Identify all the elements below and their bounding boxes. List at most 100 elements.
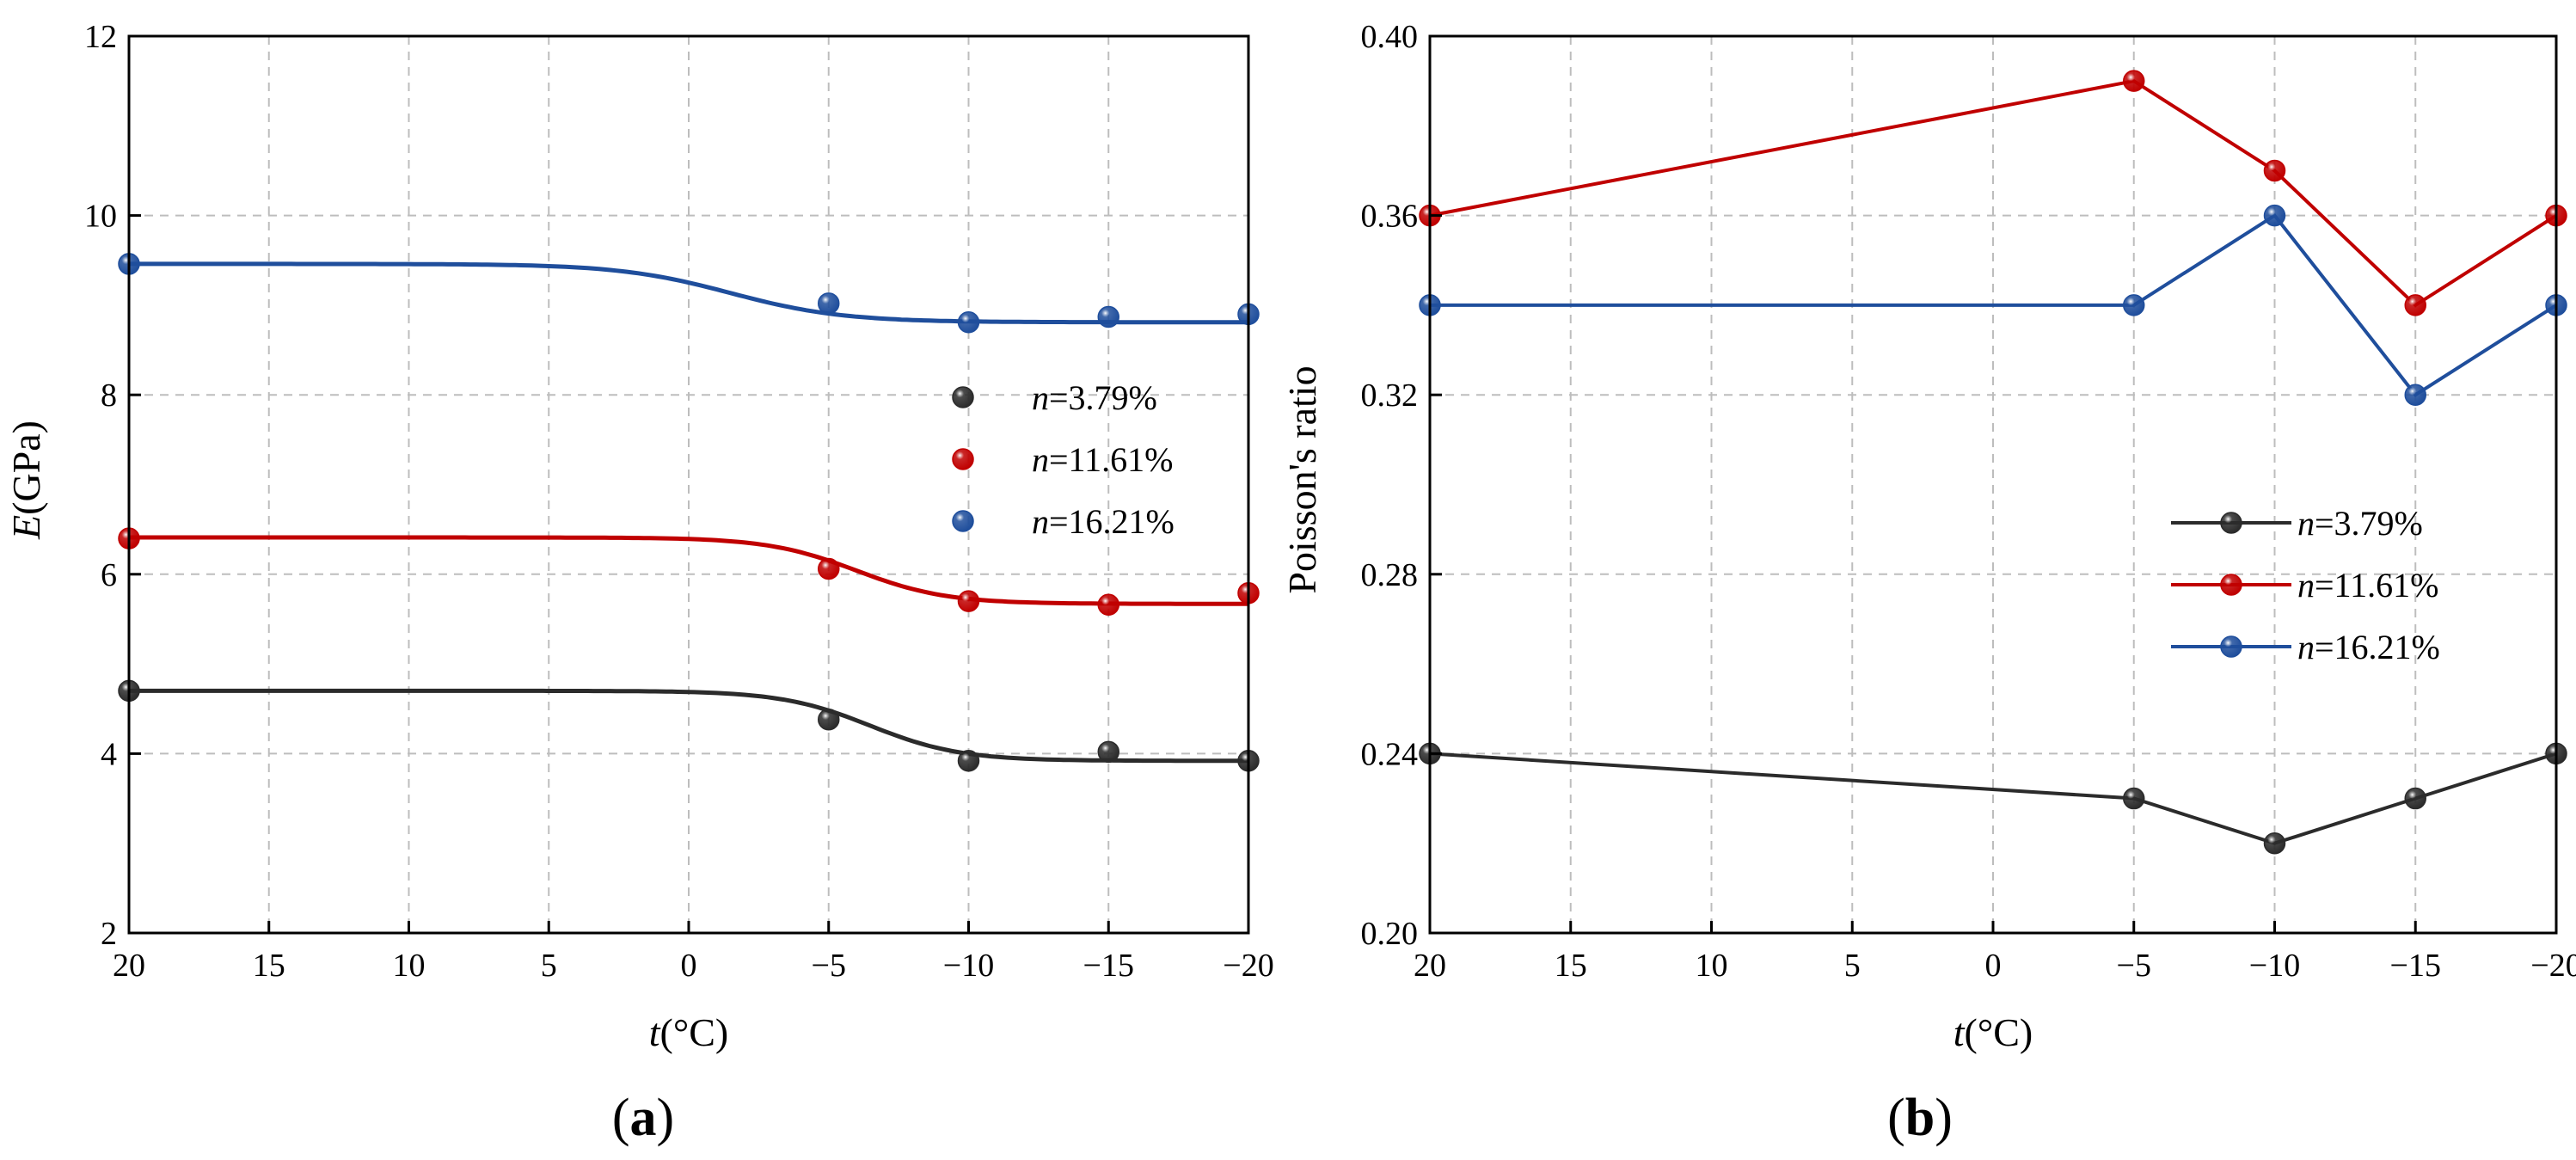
legend-value: =16.21% [1049, 502, 1175, 541]
panel-label-b-close: ) [1935, 1089, 1953, 1147]
y-tick-label: 6 [101, 557, 117, 593]
legend-var: n [1032, 502, 1049, 541]
x-tick-label: −20 [2530, 948, 2576, 984]
panel-label-a-open: ( [612, 1089, 630, 1147]
legend-label-3: n=16.21% [2297, 628, 2440, 666]
y-tick-label: 2 [101, 916, 117, 952]
grid-b [1430, 36, 2556, 933]
legend-var: n [2297, 504, 2315, 543]
x-axis-unit-b: (°C) [1965, 1010, 2033, 1054]
fit-curves-a [129, 261, 1248, 764]
legend-value: =3.79% [2315, 504, 2423, 543]
data-point-series-3 [818, 292, 840, 315]
fit-curve-series-1 [129, 688, 1248, 764]
legend-marker-2 [2220, 574, 2242, 596]
legend-marker-1 [2220, 512, 2242, 534]
x-tick-label: 0 [1985, 948, 2002, 984]
x-axis-var-a: t [649, 1010, 661, 1054]
y-tick-label: 0.20 [1361, 916, 1419, 952]
y-axis-var-a: E [4, 515, 48, 540]
legend-a: n=3.79%n=11.61%n=16.21% [952, 378, 1175, 541]
legend-marker-3 [952, 510, 974, 532]
y-tick-label: 4 [101, 736, 117, 772]
legend-value: =11.61% [1049, 440, 1173, 479]
y-axis-unit-a: (GPa) [4, 420, 48, 515]
legend-b: n=3.79%n=11.61%n=16.21% [2171, 504, 2440, 666]
legend-value: =11.61% [2315, 566, 2438, 605]
data-point-series-1 [2404, 787, 2426, 810]
legend-var: n [2297, 628, 2315, 666]
x-axis-unit-a: (°C) [660, 1010, 729, 1054]
data-point-series-1 [957, 749, 980, 772]
ticks-a: 20 15 10 5 0 −5 −10 −15 −20 2 4 6 8 10 12 [84, 19, 1274, 984]
data-point-series-1 [1097, 740, 1119, 764]
x-tick-label: 20 [113, 948, 145, 984]
x-tick-label: 5 [541, 948, 557, 984]
data-point-series-3 [2404, 384, 2426, 406]
panel-label-a: (a) [612, 1089, 674, 1147]
y-tick-label: 0.36 [1361, 199, 1419, 235]
x-tick-label: 0 [681, 948, 697, 984]
y-tick-label: 12 [84, 19, 117, 55]
legend-value: =3.79% [1049, 378, 1157, 417]
x-axis-title-b: t(°C) [1953, 1010, 2033, 1054]
data-point-series-3 [1097, 305, 1119, 328]
legend-label-2: n=11.61% [2297, 566, 2438, 605]
x-tick-label: −5 [2117, 948, 2151, 984]
x-tick-label: −15 [2390, 948, 2441, 984]
y-tick-label: 0.28 [1361, 557, 1419, 593]
x-tick-label: 20 [1414, 948, 1446, 984]
x-tick-label: 10 [393, 948, 426, 984]
ticks-b: 20 15 10 5 0 −5 −10 −15 −20 0.20 0.24 0.28 0.32 0.36 0… [1361, 19, 2576, 984]
data-point-series-2 [2263, 159, 2286, 182]
fit-curve-series-2 [129, 535, 1248, 606]
x-tick-label: −10 [943, 948, 994, 984]
x-tick-label: −10 [2249, 948, 2300, 984]
data-point-series-3 [957, 310, 980, 334]
y-axis-title-a: E(GPa) [4, 420, 48, 540]
x-tick-label: 15 [253, 948, 285, 984]
legend-var: n [1032, 440, 1049, 479]
data-point-series-1 [2263, 832, 2286, 855]
legend-label-3: n=16.21% [1032, 502, 1175, 541]
data-point-series-2 [957, 590, 980, 612]
data-point-series-3 [2123, 294, 2145, 316]
legend-marker-2 [952, 448, 974, 470]
data-point-series-2 [2123, 70, 2145, 92]
grid-a [129, 36, 1248, 933]
legend-label-1: n=3.79% [2297, 504, 2423, 543]
x-tick-label: −15 [1083, 948, 1134, 984]
y-tick-label: 0.32 [1361, 377, 1419, 414]
data-point-series-1 [2123, 787, 2145, 810]
x-axis-var-b: t [1953, 1010, 1966, 1054]
legend-label-2: n=11.61% [1032, 440, 1173, 479]
legend-marker-3 [2220, 635, 2242, 658]
fit-curve-series-3 [129, 261, 1248, 325]
y-tick-label: 0.40 [1361, 19, 1419, 55]
panel-label-a-letter: a [630, 1089, 657, 1147]
data-point-series-2 [2404, 294, 2426, 316]
y-tick-label: 0.24 [1361, 736, 1419, 772]
legend-var: n [2297, 566, 2315, 605]
x-tick-label: 10 [1696, 948, 1728, 984]
x-axis-title-a: t(°C) [649, 1010, 729, 1054]
x-tick-label: −20 [1223, 948, 1273, 984]
y-tick-label: 10 [84, 199, 117, 235]
data-point-series-3 [2263, 204, 2286, 227]
chart-panel-b: 20 15 10 5 0 −5 −10 −15 −20 0.20 0.24 0.28 0.32 0.36 0… [1280, 19, 2576, 1147]
panel-label-b: (b) [1887, 1089, 1953, 1147]
data-point-series-2 [1097, 593, 1119, 617]
legend-label-1: n=3.79% [1032, 378, 1157, 417]
data-point-series-2 [818, 557, 840, 580]
data-point-series-1 [818, 709, 840, 731]
x-tick-label: 15 [1555, 948, 1587, 984]
x-tick-label: 5 [1844, 948, 1861, 984]
legend-value: =16.21% [2315, 628, 2440, 666]
legend-var: n [1032, 378, 1049, 417]
legend-marker-1 [952, 386, 974, 408]
panel-label-b-letter: b [1905, 1089, 1935, 1147]
panel-label-b-open: ( [1887, 1089, 1905, 1147]
panel-label-a-close: ) [657, 1089, 675, 1147]
